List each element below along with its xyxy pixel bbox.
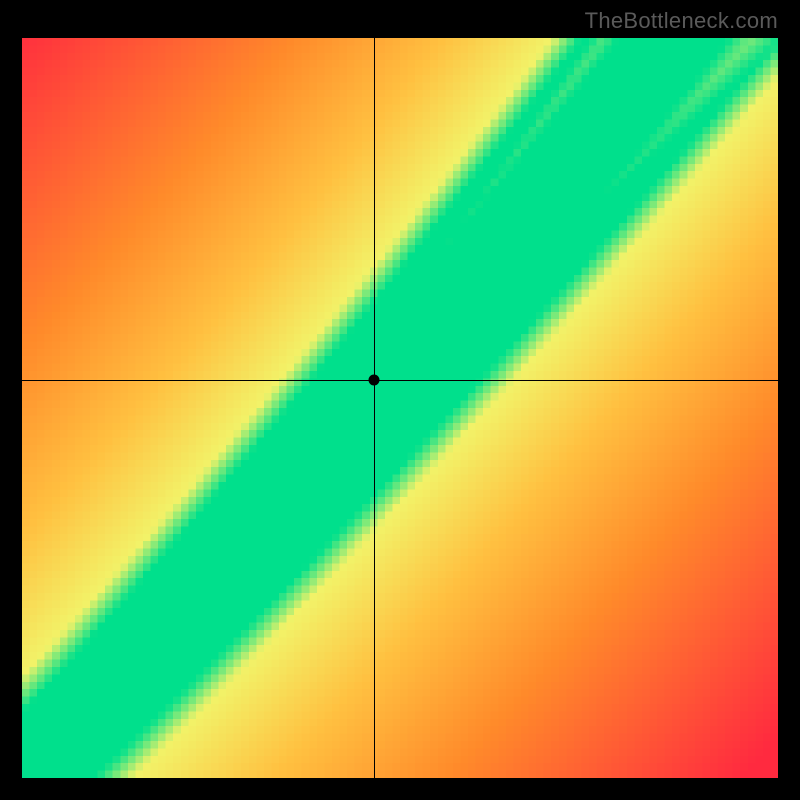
watermark-text: TheBottleneck.com	[585, 8, 778, 34]
crosshair-vertical	[374, 38, 375, 778]
marker-dot	[368, 374, 379, 385]
chart-container: TheBottleneck.com	[0, 0, 800, 800]
plot-area	[22, 38, 778, 778]
crosshair-horizontal	[22, 380, 778, 381]
heatmap-canvas	[22, 38, 778, 778]
